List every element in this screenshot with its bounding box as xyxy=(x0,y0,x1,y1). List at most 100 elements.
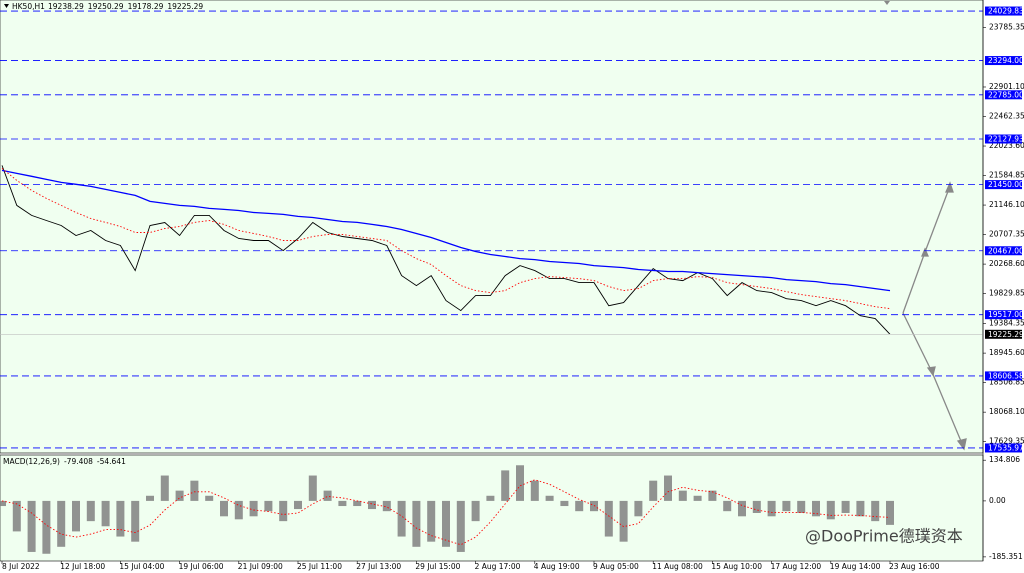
macd-bar xyxy=(590,500,598,512)
signal-line xyxy=(1,479,891,546)
macd-bar xyxy=(826,500,835,520)
macd-bar xyxy=(101,500,110,527)
macd-bar xyxy=(72,500,80,532)
macd-bar xyxy=(560,500,569,507)
macd-bar xyxy=(456,500,465,552)
macd-bar xyxy=(175,490,184,501)
level-tag xyxy=(985,6,1022,16)
y-tick-label: 20268.60 xyxy=(989,259,1024,268)
ohlc-value: 19225.29 xyxy=(167,2,203,11)
y-tick-label: 18068.10 xyxy=(989,407,1024,416)
y-tick-label: 22901.10 xyxy=(989,82,1024,91)
macd-bar xyxy=(294,500,302,510)
macd-bar xyxy=(797,500,806,513)
x-tick-label: 27 Jul 13:00 xyxy=(356,562,401,571)
x-tick-label: 11 Aug 08:00 xyxy=(652,562,703,571)
ohlc-value: 19250.29 xyxy=(88,2,124,11)
macd-bar xyxy=(812,500,820,517)
macd-bar xyxy=(249,500,258,517)
macd-value: -79.408 xyxy=(64,457,93,466)
symbol-title: HK50,H1 xyxy=(12,2,45,11)
moving-average xyxy=(1,169,891,292)
x-tick-label: 29 Jul 15:00 xyxy=(415,562,460,571)
level-tag xyxy=(985,246,1022,256)
macd-bar xyxy=(782,500,791,512)
y-tick-label: 20707.35 xyxy=(989,230,1024,239)
x-tick-label: 12 Jul 18:00 xyxy=(60,562,105,571)
shift-marker xyxy=(884,1,890,5)
x-tick-label: 25 Jul 11:00 xyxy=(297,562,342,571)
macd-bar xyxy=(856,500,865,517)
current-price-label: 19225.29 xyxy=(988,330,1024,339)
macd-bar xyxy=(604,500,613,537)
arrow-segment xyxy=(902,312,933,373)
level-label: 22785.00 xyxy=(988,90,1024,99)
macd-bar xyxy=(427,500,436,542)
arrow-segment xyxy=(924,185,951,253)
macd-bar xyxy=(664,475,672,501)
arrow-head xyxy=(926,366,936,377)
panel-icon xyxy=(4,4,9,8)
ohlc-value: 19238.29 xyxy=(48,2,84,11)
macd-bar xyxy=(308,475,317,501)
arrow-segment xyxy=(931,371,964,447)
macd-bar xyxy=(279,500,288,522)
macd-bar xyxy=(42,500,51,554)
arrow-head xyxy=(944,181,954,193)
y-tick-label: 21146.10 xyxy=(989,200,1024,209)
x-tick-label: 21 Jul 09:00 xyxy=(238,562,283,571)
level-label: 18606.58 xyxy=(988,371,1024,380)
level-tag xyxy=(985,56,1022,66)
x-tick-label: 15 Jul 04:00 xyxy=(119,562,164,571)
y-tick-label: 23785.35 xyxy=(989,22,1024,31)
macd-bar xyxy=(86,500,95,522)
y-tick-label: 18506.85 xyxy=(989,378,1024,387)
x-tick-label: 4 Aug 19:00 xyxy=(534,562,580,571)
macd-bar xyxy=(545,495,554,501)
macd-bar xyxy=(501,470,510,501)
y-tick-label: -185.351 xyxy=(989,552,1023,561)
macd-bar xyxy=(190,480,199,501)
macd-bar xyxy=(575,500,584,512)
projection-arrows xyxy=(902,181,967,451)
macd-bar xyxy=(634,500,643,517)
ohlc-value: 19178.29 xyxy=(128,2,164,11)
macd-bar xyxy=(752,500,761,513)
x-tick-label: 15 Aug 10:00 xyxy=(711,562,762,571)
macd-bar xyxy=(530,480,539,501)
level-label: 22127.93 xyxy=(988,135,1024,144)
price-panel xyxy=(0,0,984,454)
macd-bar xyxy=(678,490,687,501)
macd-bar xyxy=(264,500,273,512)
level-label: 19517.00 xyxy=(988,310,1024,319)
macd-bar xyxy=(353,500,362,507)
x-tick-label: 9 Aug 05:00 xyxy=(593,562,639,571)
level-label: 17535.97 xyxy=(988,443,1024,452)
x-tick-label: 17 Aug 12:00 xyxy=(771,562,822,571)
level-tag xyxy=(985,310,1022,320)
macd-bar xyxy=(516,465,524,501)
macd-value: -54.641 xyxy=(97,457,126,466)
macd-bar xyxy=(323,490,332,501)
macd-bar xyxy=(723,500,732,512)
level-label: 23294.00 xyxy=(988,56,1024,65)
x-tick-label: 23 Aug 16:00 xyxy=(889,562,940,571)
level-label: 21450.00 xyxy=(988,180,1024,189)
macd-title: MACD(12,26,9) xyxy=(3,457,60,466)
macd-bar xyxy=(146,495,154,501)
macd-bar xyxy=(205,495,214,501)
level-tag xyxy=(985,443,1022,453)
macd-bar xyxy=(693,495,702,501)
macd-bar xyxy=(738,500,746,517)
y-tick-label: 134.806 xyxy=(989,455,1020,464)
y-tick-label: 18945.60 xyxy=(989,348,1024,357)
arrow-head xyxy=(921,247,929,257)
x-tick-label: 2 Aug 17:00 xyxy=(475,562,521,571)
y-tick-label: 0.00 xyxy=(989,496,1006,505)
macd-bar xyxy=(27,500,36,552)
arrow-head xyxy=(956,438,967,451)
macd-bar xyxy=(486,495,495,501)
macd-bar xyxy=(871,500,880,522)
macd-bar xyxy=(886,500,894,525)
